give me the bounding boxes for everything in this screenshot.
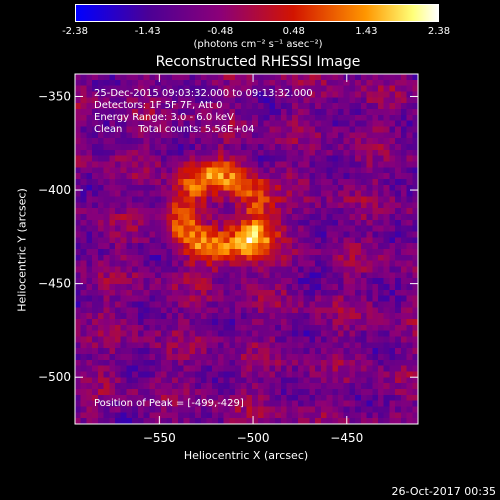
colorbar-units: (photons cm⁻² s⁻¹ asec⁻²) <box>193 39 323 50</box>
annotation-detectors: Detectors: 1F 5F 7F, Att 0 <box>94 100 223 111</box>
x-tick-label: −450 <box>330 431 363 445</box>
colorbar-tick-label: 1.43 <box>355 26 378 37</box>
y-tick-label: −500 <box>38 370 71 384</box>
colorbar-tick-label: -1.43 <box>134 26 161 37</box>
chart-title: Reconstructed RHESSI Image <box>155 54 361 70</box>
footer-date: 26-Oct-2017 00:35 <box>391 485 496 498</box>
y-tick-label: −350 <box>38 89 71 103</box>
colorbar-tick-label: 0.48 <box>282 26 305 37</box>
y-axis-label: Heliocentric Y (arcsec) <box>15 188 29 312</box>
x-tick-label: −500 <box>237 431 270 445</box>
colorbar-tick-label: -0.48 <box>207 26 234 37</box>
annotation-time-range: 25-Dec-2015 09:03:32.000 to 09:13:32.000 <box>94 88 313 99</box>
annotation-method: Clean Total counts: 5.56E+04 <box>94 124 255 135</box>
colorbar <box>75 4 439 22</box>
y-tick-label: −400 <box>38 183 71 197</box>
annotation-energy-range: Energy Range: 3.0 - 6.0 keV <box>94 112 234 123</box>
annotation-peak-position: Position of Peak = [-499,-429] <box>94 398 244 409</box>
colorbar-tick-label: 2.38 <box>427 26 451 37</box>
colorbar-tick-label: -2.38 <box>62 26 88 37</box>
x-tick-label: −550 <box>143 431 176 445</box>
y-tick-label: −450 <box>38 277 71 291</box>
x-axis-label: Heliocentric X (arcsec) <box>183 449 309 462</box>
